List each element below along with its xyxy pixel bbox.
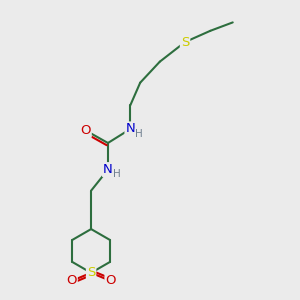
Text: O: O: [66, 274, 77, 287]
Text: S: S: [181, 35, 189, 49]
Text: O: O: [80, 124, 91, 137]
Text: H: H: [113, 169, 121, 179]
Text: N: N: [103, 163, 113, 176]
Text: S: S: [87, 266, 95, 279]
Text: O: O: [106, 274, 116, 287]
Text: N: N: [125, 122, 135, 136]
Text: H: H: [136, 129, 143, 139]
